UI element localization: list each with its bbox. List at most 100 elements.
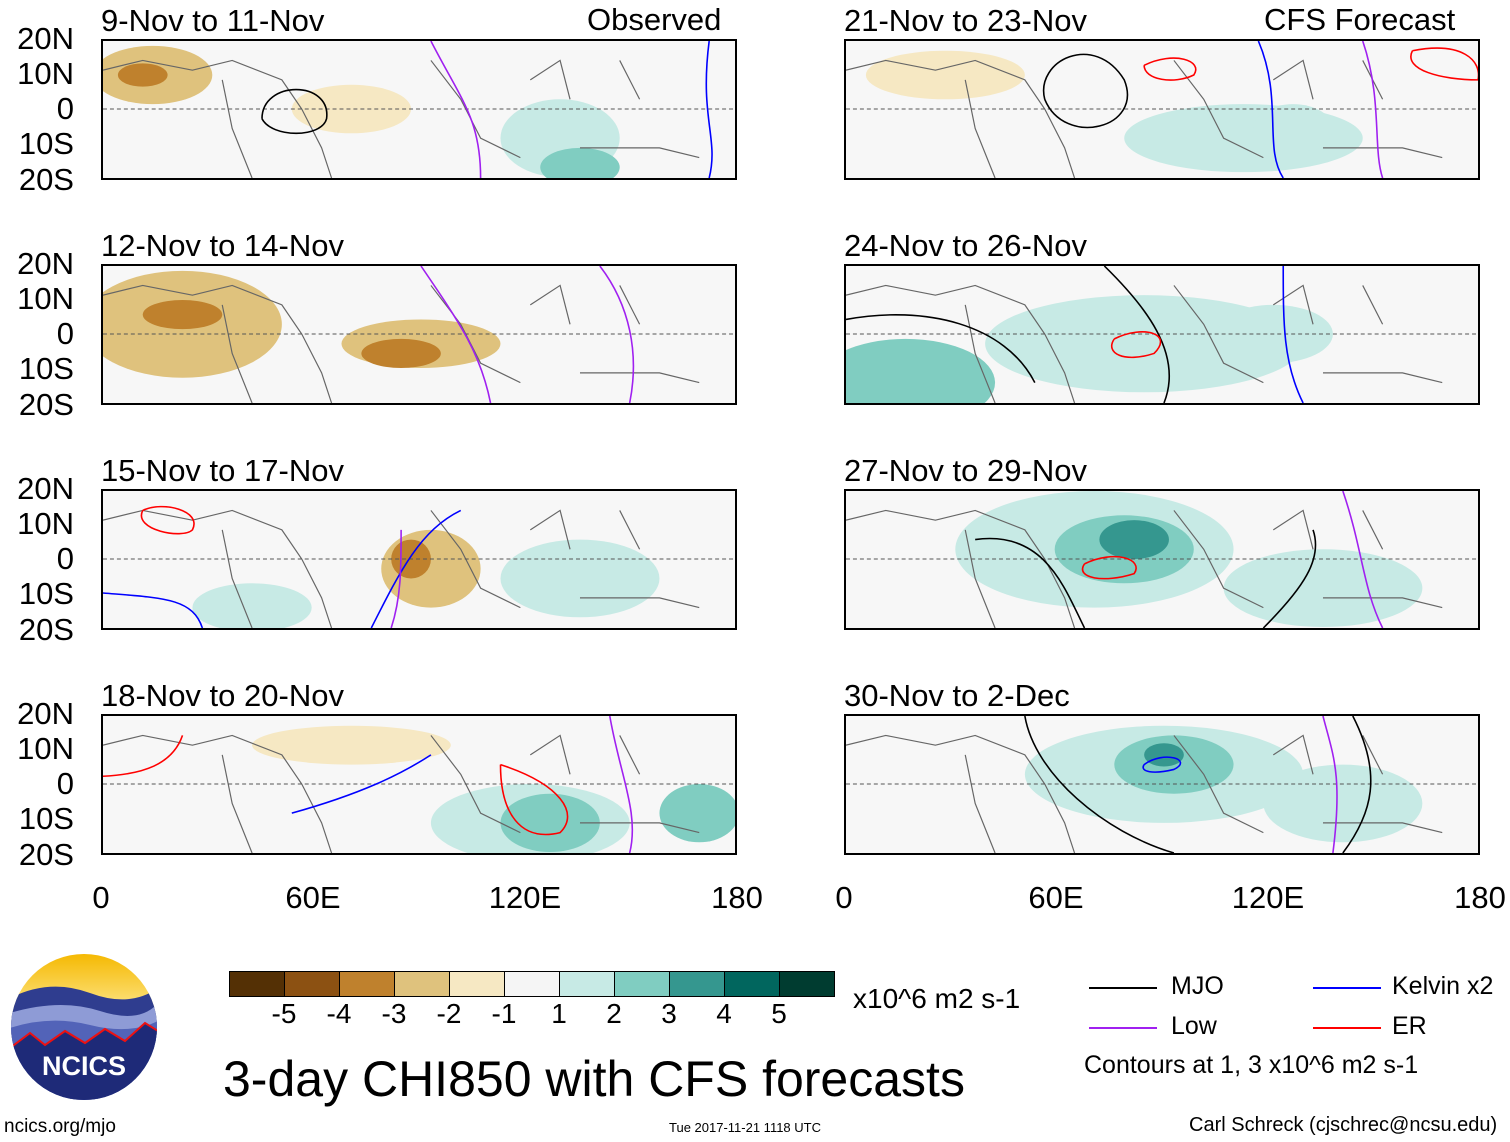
lat-label: 10N (17, 731, 74, 766)
lat-label: 20N (17, 696, 74, 731)
colorbar-swatch (230, 972, 285, 996)
lat-label: 10N (17, 56, 74, 91)
lon-label: 120E (488, 880, 562, 915)
contour-line (261, 88, 328, 135)
coastline (846, 59, 1443, 178)
contour-line (1142, 756, 1182, 773)
lat-label: 20N (17, 471, 74, 506)
colorbar-tick: -5 (271, 998, 297, 1029)
contour-line (1342, 716, 1372, 853)
lat-label: 20S (18, 837, 74, 872)
chi-anomaly-fill (361, 338, 441, 369)
lat-label: 10S (18, 126, 74, 161)
map-panel (101, 489, 737, 630)
lon-label: 60E (285, 880, 341, 915)
contour-line (499, 763, 569, 836)
colorbar-units: x10^6 m2 s-1 (853, 983, 1021, 1014)
logo-text: NCICS (42, 1051, 126, 1081)
contour-line (420, 266, 492, 403)
contour-line (1024, 716, 1175, 853)
contour-line (1410, 47, 1478, 81)
lat-label: 10S (18, 576, 74, 611)
contour-line (846, 314, 1036, 383)
chi-anomaly-fill (192, 583, 312, 628)
colorbar-tick: 2 (606, 998, 622, 1029)
chi-anomaly-fill (252, 725, 451, 765)
contour-line (609, 716, 634, 853)
map-panel (844, 264, 1480, 405)
contour-line (291, 754, 432, 814)
map-panel (101, 264, 737, 405)
coastline (846, 509, 1443, 628)
ncics-logo: NCICS (10, 953, 158, 1101)
lat-label: 20S (18, 612, 74, 647)
lat-label: 0 (56, 316, 74, 351)
contour-line (430, 41, 482, 178)
colorbar-tick: -2 (436, 998, 462, 1029)
colorbar-swatch (670, 972, 725, 996)
contour-line (1143, 57, 1197, 81)
colorbar-swatch (450, 972, 505, 996)
colorbar-swatch (395, 972, 450, 996)
lat-label: 10S (18, 351, 74, 386)
lon-label: 60E (1028, 880, 1084, 915)
chi-anomaly-fill (1263, 764, 1423, 843)
coastline (103, 734, 700, 853)
chi-anomaly-fill (117, 63, 168, 87)
coastline (103, 509, 700, 628)
contour-line (1042, 53, 1128, 129)
colorbar-tick: 4 (716, 998, 732, 1029)
footer-link[interactable]: ncics.org/mjo (4, 1116, 116, 1137)
contour-line (1257, 41, 1284, 178)
contour-line (975, 537, 1086, 628)
contour-line (599, 266, 635, 403)
contour-line (1322, 716, 1338, 853)
lat-label: 20N (17, 246, 74, 281)
legend-kelvin: Kelvin x2 (1392, 972, 1494, 1000)
lon-label: 0 (835, 880, 853, 915)
colorbar-tick: 5 (771, 998, 787, 1029)
chi-anomaly-fill (1253, 104, 1333, 153)
legend-er: ER (1392, 1012, 1427, 1040)
colorbar-swatch (725, 972, 780, 996)
contour-line (390, 529, 402, 628)
contour-note: Contours at 1, 3 x10^6 m2 s-1 (1084, 1051, 1419, 1079)
panel-title: 9-Nov to 11-Nov (101, 3, 325, 38)
chi-anomaly-fill (846, 338, 996, 403)
contour-line (1361, 41, 1384, 178)
map-panel (844, 39, 1480, 180)
contour-line (705, 41, 713, 178)
colorbar-swatch (505, 972, 560, 996)
lat-label: 20N (17, 21, 74, 56)
chi-anomaly-fill (1099, 520, 1169, 560)
lat-label: 20S (18, 387, 74, 422)
map-panel (844, 714, 1480, 855)
lat-label: 0 (56, 766, 74, 801)
contour-line (1282, 266, 1304, 403)
coastline (846, 734, 1443, 853)
colorbar-swatch (285, 972, 340, 996)
panel-title: 15-Nov to 17-Nov (101, 453, 344, 488)
lat-label: 0 (56, 91, 74, 126)
lat-label: 0 (56, 541, 74, 576)
contour-line (370, 509, 462, 628)
lon-label: 180 (1454, 880, 1506, 915)
lat-label: 10S (18, 801, 74, 836)
colorbar-tick: -3 (381, 998, 407, 1029)
chi-anomaly-fill (142, 300, 223, 330)
panel-title: 27-Nov to 29-Nov (844, 453, 1087, 488)
colorbar-swatch (615, 972, 670, 996)
contour-line (103, 592, 204, 628)
lon-label: 120E (1231, 880, 1305, 915)
contour-line (1111, 331, 1162, 359)
figure-title: 3-day CHI850 with CFS forecasts (223, 1051, 965, 1107)
mjo-line (1089, 987, 1157, 989)
colorbar-tick: -4 (326, 998, 352, 1029)
chi-anomaly-fill (540, 147, 620, 178)
chi-anomaly-fill (291, 84, 412, 134)
map-panel (101, 39, 737, 180)
contour-line (140, 505, 195, 535)
panel-title: 21-Nov to 23-Nov (844, 3, 1087, 38)
chi-anomaly-fill (500, 793, 600, 853)
footer-credit: Carl Schreck (cjschrec@ncsu.edu) (1189, 1114, 1498, 1136)
